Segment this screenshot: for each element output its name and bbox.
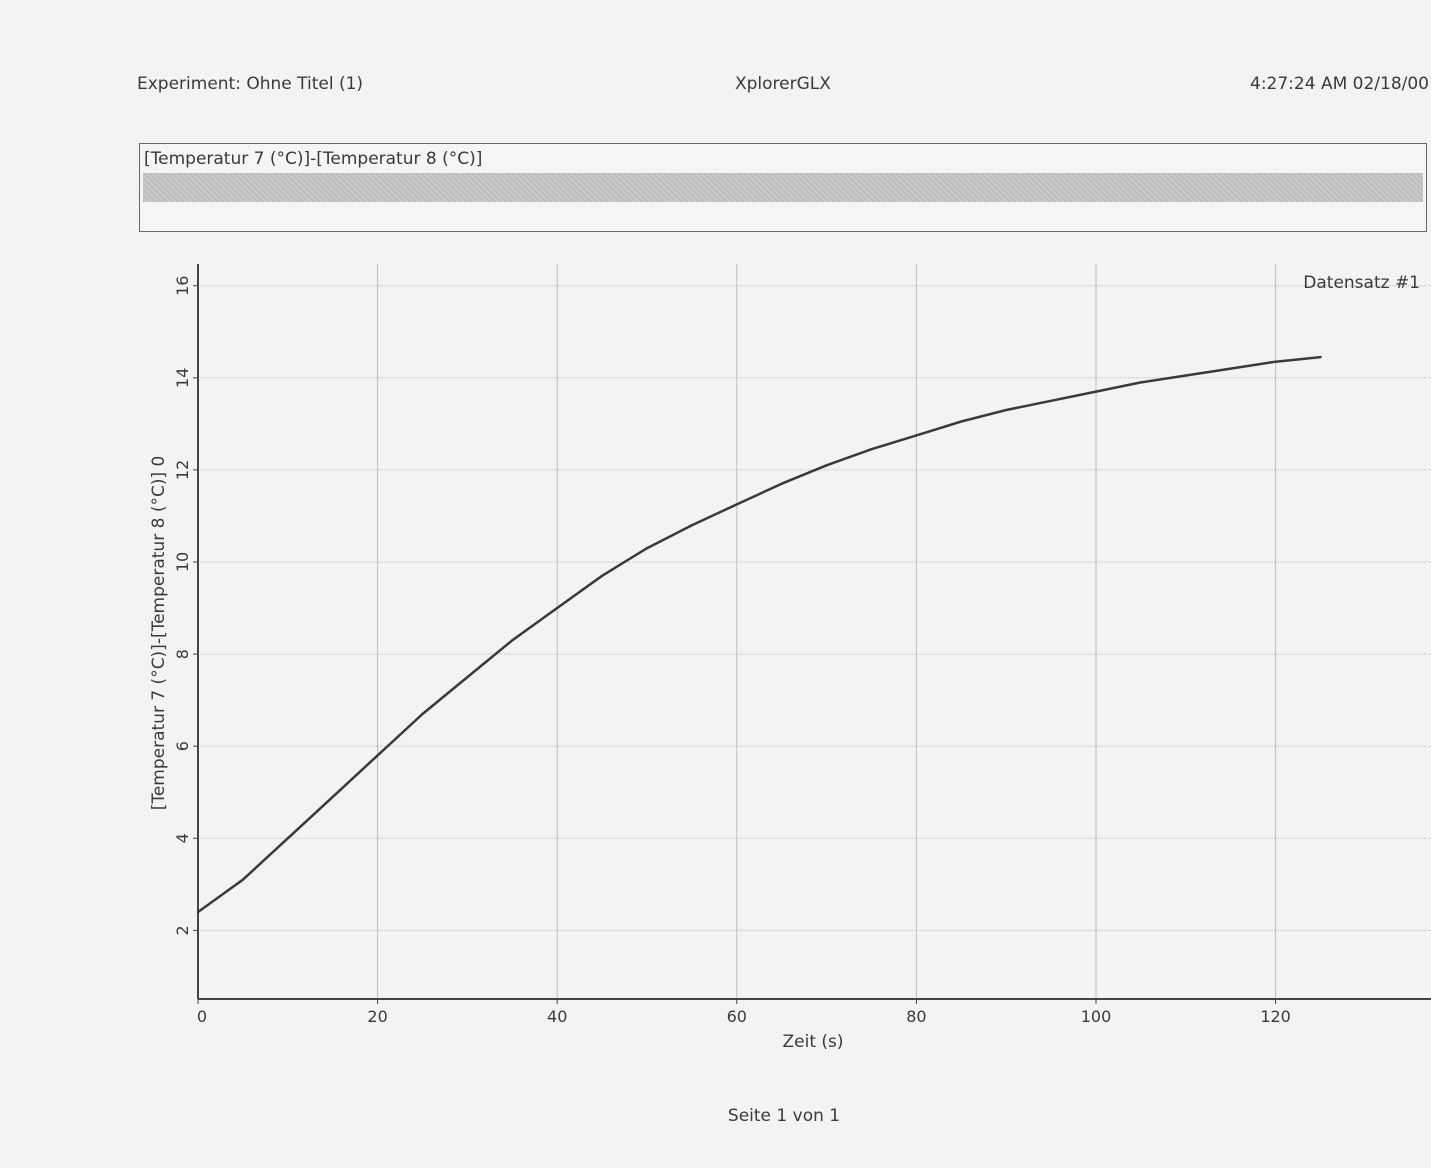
y-tick-label: 6 <box>173 741 192 751</box>
data-point <box>242 879 244 881</box>
y-tick-label: 14 <box>173 368 192 388</box>
data-point <box>556 607 558 609</box>
data-point <box>1050 400 1052 402</box>
data-point <box>870 448 872 450</box>
data-point <box>287 837 289 839</box>
data-point <box>825 464 827 466</box>
y-tick-label: 10 <box>173 552 192 572</box>
data-point <box>421 713 423 715</box>
y-tick-label: 16 <box>173 276 192 296</box>
data-point <box>376 754 378 756</box>
data-point <box>1140 381 1142 383</box>
data-point <box>1319 356 1321 358</box>
data-point <box>1274 360 1276 362</box>
x-tick-label: 120 <box>1260 1007 1291 1026</box>
data-point <box>1005 409 1007 411</box>
x-axis-label: Zeit (s) <box>782 1032 843 1052</box>
y-tick-label: 12 <box>173 460 192 480</box>
page-footer: Seite 1 von 1 <box>0 1106 1431 1126</box>
y-axis-label: [Temperatur 7 (°C)]-[Temperatur 8 (°C)] … <box>149 456 169 811</box>
data-point <box>736 503 738 505</box>
axes <box>193 264 1431 1004</box>
series-line <box>198 357 1321 912</box>
data-point <box>646 547 648 549</box>
y-tick-label: 8 <box>173 649 192 659</box>
data-point <box>1230 367 1232 369</box>
dataset-label: Datensatz #1 <box>1303 273 1420 293</box>
data-point <box>332 796 334 798</box>
data-point <box>197 911 199 913</box>
data-point <box>691 524 693 526</box>
series <box>197 356 1322 913</box>
data-point <box>915 434 917 436</box>
tick-labels: 0 20 40 60 80 100 120 2 4 6 8 10 12 14 16 <box>173 276 1291 1026</box>
line-chart: 0 20 40 60 80 100 120 2 4 6 8 10 12 14 16 Zeit (s) [Te… <box>0 0 1431 1100</box>
x-tick-label: 60 <box>727 1007 747 1026</box>
data-point <box>511 639 513 641</box>
x-tick-label: 0 <box>197 1007 207 1026</box>
grid <box>198 264 1431 999</box>
y-tick-label: 4 <box>173 833 192 843</box>
x-tick-label: 80 <box>906 1007 926 1026</box>
x-tick-label: 20 <box>367 1007 387 1026</box>
data-point <box>601 575 603 577</box>
y-tick-label: 2 <box>173 925 192 935</box>
data-point <box>1095 390 1097 392</box>
data-point <box>1185 374 1187 376</box>
data-point <box>781 483 783 485</box>
data-point <box>466 676 468 678</box>
x-tick-label: 40 <box>547 1007 567 1026</box>
x-tick-label: 100 <box>1081 1007 1112 1026</box>
data-point <box>960 420 962 422</box>
